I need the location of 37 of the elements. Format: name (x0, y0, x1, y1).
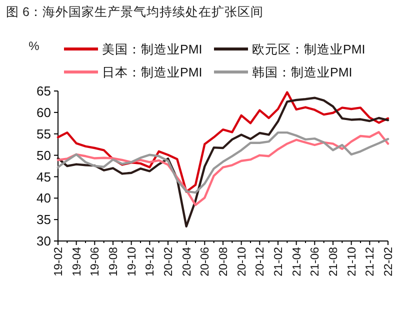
x-tick-label: 20-12 (254, 247, 267, 276)
x-tick-label: 20-10 (236, 247, 248, 276)
x-tick-label: 19-06 (90, 247, 102, 276)
x-tick-label: 21-04 (291, 246, 304, 276)
y-tick-label: 30 (36, 234, 51, 249)
y-tick-label: 35 (36, 212, 51, 228)
x-tick-label: 21-12 (364, 247, 377, 276)
y-tick-label: 55 (36, 126, 51, 142)
x-tick-label: 20-08 (218, 247, 230, 276)
line-series (56, 91, 390, 193)
x-tick-label: 20-06 (200, 247, 212, 276)
y-tick-label: 65 (36, 84, 51, 99)
line-series (56, 96, 390, 228)
y-tick-label: 40 (36, 190, 51, 206)
x-tick-label: 21-06 (310, 247, 322, 276)
x-tick-label: 19-12 (144, 247, 157, 276)
x-tick-label: 19-10 (126, 247, 138, 276)
x-tick-label: 20-02 (163, 247, 176, 276)
legend-label: 美国：制造业PMI (102, 41, 202, 56)
chart-title: 图 6：海外国家生产景气均持续处在扩张区间 (6, 4, 264, 19)
legend-label: 欧元区：制造业PMI (252, 42, 366, 56)
line-series (56, 131, 390, 206)
x-tick-label: 22-02 (383, 247, 396, 276)
y-axis-title: % (28, 39, 40, 53)
x-tick-label: 21-08 (328, 247, 340, 276)
y-tick-label: 50 (36, 148, 51, 163)
y-tick-label: 45 (36, 169, 51, 184)
legend-label: 日本：制造业PMI (102, 65, 202, 80)
line-series (56, 131, 390, 194)
x-tick-label: 19-08 (108, 247, 120, 276)
x-tick-label: 20-04 (181, 246, 194, 276)
x-tick-label: 19-04 (71, 246, 84, 276)
legend-label: 韩国：制造业PMI (252, 65, 352, 80)
x-tick-label: 21-10 (346, 247, 358, 276)
y-tick-label: 60 (36, 104, 51, 120)
x-tick-label: 21-02 (273, 247, 286, 276)
x-tick-label: 19-02 (53, 247, 66, 276)
